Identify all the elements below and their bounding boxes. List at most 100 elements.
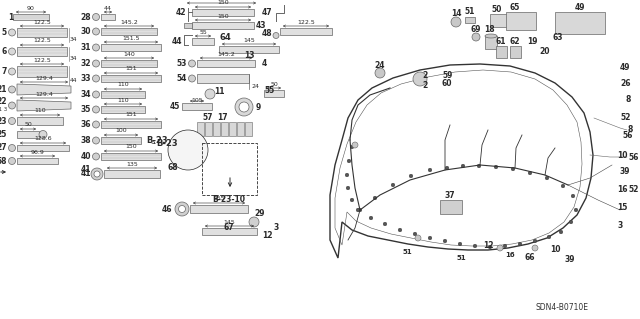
Text: 145: 145 [223,219,236,225]
Text: SDN4-B0710E: SDN4-B0710E [535,303,588,313]
Text: 13: 13 [244,51,255,61]
Text: 128.6: 128.6 [34,137,52,142]
Text: 48: 48 [262,29,273,38]
Text: 30: 30 [81,27,91,36]
Text: 6: 6 [2,47,7,56]
Bar [17,28,67,37]
Circle shape [494,165,498,169]
Circle shape [413,72,427,86]
Circle shape [179,205,186,212]
Bar [101,14,115,20]
Text: 4: 4 [262,59,268,68]
Text: B-23: B-23 [156,138,178,147]
Circle shape [458,242,462,246]
Circle shape [239,102,249,112]
Text: 44: 44 [172,37,182,46]
Circle shape [472,33,480,41]
Circle shape [8,145,15,152]
Text: 12: 12 [262,231,273,240]
Bar [101,75,161,82]
Text: 150: 150 [125,145,137,150]
Text: 129.4: 129.4 [35,76,53,80]
Text: 3: 3 [274,224,279,233]
Bar [101,121,161,128]
Text: 60: 60 [442,78,452,87]
Text: 15: 15 [617,203,627,211]
Text: 37: 37 [445,190,455,199]
Text: 51: 51 [465,8,475,17]
Text: 150: 150 [217,13,229,19]
Text: 54: 54 [177,74,187,83]
Bar [192,22,254,29]
Circle shape [559,230,563,234]
Text: 96.9: 96.9 [31,150,44,154]
Text: 151.5: 151.5 [122,35,140,41]
Text: 49: 49 [620,63,630,72]
Circle shape [528,171,532,175]
Circle shape [358,208,362,212]
Text: 26: 26 [620,78,630,87]
Text: 145.2: 145.2 [217,51,235,56]
Text: 42: 42 [175,8,186,17]
Text: 68: 68 [168,164,178,173]
Circle shape [415,235,421,241]
Circle shape [572,194,575,198]
Text: 36: 36 [81,120,91,129]
Circle shape [511,167,515,171]
Circle shape [93,106,99,113]
Bar [496,46,507,58]
Text: 29: 29 [254,210,264,219]
Bar [202,143,257,195]
Text: 45: 45 [170,102,180,111]
Circle shape [8,117,15,124]
Text: 40: 40 [81,152,91,161]
Circle shape [93,91,99,98]
Bar [17,158,58,164]
Circle shape [373,196,377,200]
Bar [182,103,212,110]
Text: 10: 10 [550,246,560,255]
Text: 46: 46 [161,204,172,213]
Text: 49: 49 [575,4,585,12]
Text: 151: 151 [125,66,137,71]
Circle shape [488,245,492,249]
Circle shape [235,98,253,116]
Text: 145.2: 145.2 [120,19,138,25]
Circle shape [8,86,15,93]
Circle shape [91,168,103,180]
Bar [465,17,475,23]
Text: 39: 39 [564,256,575,264]
Text: 110: 110 [34,108,46,114]
Text: 27: 27 [0,144,7,152]
Text: 90: 90 [27,5,35,11]
Bar [101,44,161,51]
Text: 62: 62 [509,38,520,47]
Circle shape [473,244,477,248]
Circle shape [93,121,99,128]
Text: 67: 67 [224,222,234,232]
Text: 105: 105 [191,98,203,102]
Circle shape [8,102,15,109]
Text: 17: 17 [217,114,227,122]
Bar [17,66,67,77]
Text: 140: 140 [123,51,135,56]
Text: 50: 50 [270,81,278,86]
Text: 25: 25 [0,130,7,139]
Bar [101,91,145,98]
Circle shape [345,173,349,177]
Bar [101,60,157,67]
Bar [192,38,214,45]
Text: 50: 50 [24,122,32,128]
Circle shape [545,176,548,180]
Circle shape [533,239,537,243]
Text: 10: 10 [617,151,627,160]
Circle shape [503,244,507,248]
Text: 65: 65 [510,4,520,12]
Text: 52: 52 [628,186,638,195]
Text: 34: 34 [81,90,91,99]
Text: 34: 34 [70,56,77,61]
Text: 44: 44 [104,5,112,11]
Text: 22: 22 [0,97,7,106]
Bar [17,47,67,56]
Bar [440,200,462,214]
